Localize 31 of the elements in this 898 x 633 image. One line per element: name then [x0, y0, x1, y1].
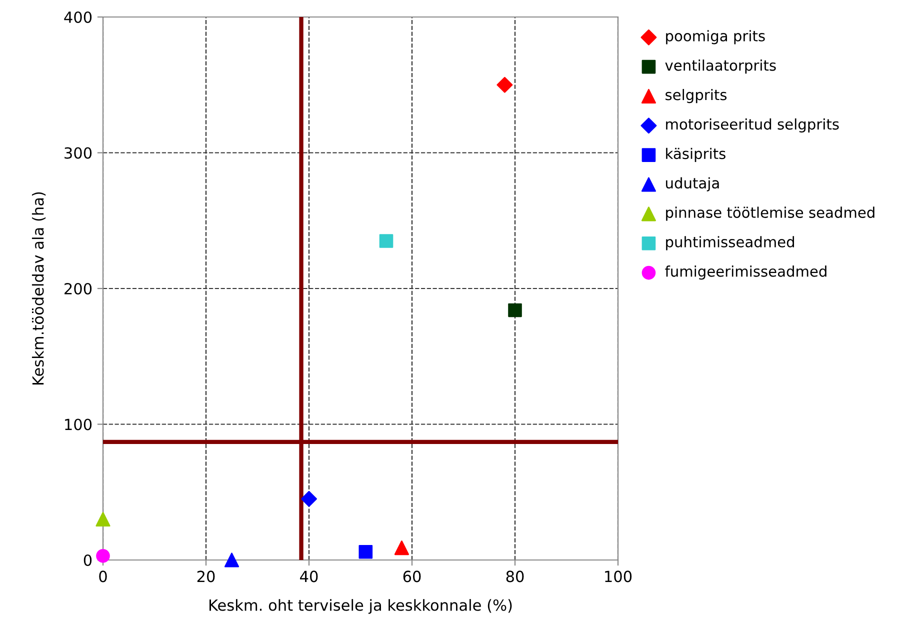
legend-label: pinnase töötlemise seadmed	[666, 206, 874, 221]
y-tick-label: 100	[65, 418, 92, 430]
x-axis-title: Keskm. oht tervisele ja keskkonnale (%)	[209, 599, 512, 614]
y-tick-label: 0	[84, 554, 92, 566]
x-tick-label: 40	[300, 570, 318, 582]
legend-label: udutaja	[666, 177, 719, 192]
point	[379, 234, 394, 248]
x-tick-label: 0	[99, 570, 107, 582]
y-axis-title: Keskm.töödeldav ala (ha)	[32, 192, 46, 384]
point	[224, 552, 240, 568]
x-tick-label: 60	[403, 570, 421, 582]
y-tick-label: 400	[64, 11, 92, 24]
point	[508, 303, 522, 318]
legend-label: poomiga prits	[666, 30, 765, 44]
point	[394, 540, 409, 556]
legend-label: motoriseeritud selgprits	[666, 118, 839, 133]
point	[496, 76, 513, 93]
point	[301, 490, 317, 507]
point	[96, 549, 110, 563]
point	[96, 512, 110, 527]
x-tick-label: 80	[506, 570, 524, 582]
legend-label: selgprits	[666, 88, 727, 104]
y-tick-label: 200	[64, 282, 92, 295]
legend-label: käsiprits	[666, 148, 726, 162]
legend-label: puhtimisseadmed	[666, 236, 794, 250]
y-tick-label: 300	[64, 147, 92, 159]
point	[358, 544, 373, 559]
legend-label: ventilaatorprits	[665, 60, 776, 74]
x-tick-label: 100	[605, 570, 632, 582]
x-tick-label: 20	[197, 570, 215, 582]
legend-label: fumigeerimisseadmed	[665, 266, 826, 280]
